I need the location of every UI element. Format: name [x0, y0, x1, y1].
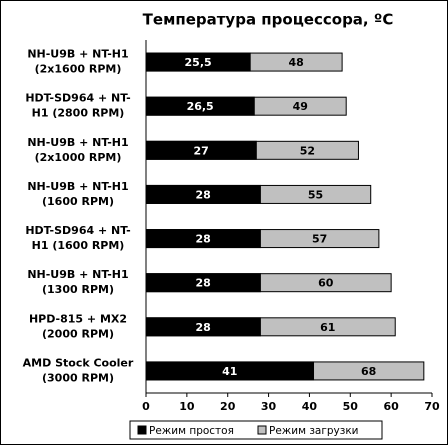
data-label: 52: [300, 144, 315, 157]
y-tick-label: (1300 RPM): [42, 283, 114, 296]
y-tick-label: NH-U9B + NT-H1: [27, 268, 128, 281]
bar: [145, 140, 257, 160]
data-label: 28: [196, 277, 211, 290]
y-tick-label: NH-U9B + NT-H1: [27, 180, 128, 193]
data-label: 61: [320, 321, 335, 334]
x-tick-label: 20: [220, 400, 236, 413]
y-tick-label: (2x1000 RPM): [35, 151, 122, 164]
bar: [145, 229, 261, 249]
data-label: 68: [361, 365, 376, 378]
y-tick-label: (2x1600 RPM): [35, 63, 122, 76]
x-tick-label: 40: [302, 400, 318, 413]
y-tick-label: (2000 RPM): [42, 327, 114, 340]
bar: [145, 96, 255, 116]
x-tick-label: 70: [424, 400, 440, 413]
data-label: 28: [196, 233, 211, 246]
y-tick-label: NH-U9B + NT-H1: [27, 48, 128, 61]
y-tick-label: H1 (1600 RPM): [32, 239, 125, 252]
data-label: 28: [196, 188, 211, 201]
data-label: 49: [293, 100, 308, 113]
y-tick-label: H1 (2800 RPM): [32, 107, 125, 120]
x-tick-label: 30: [261, 400, 277, 413]
legend-label: Режим простоя: [149, 425, 234, 437]
y-tick-label: (3000 RPM): [42, 371, 114, 384]
legend-box: [129, 420, 383, 440]
y-tick-label: AMD Stock Cooler: [23, 356, 134, 369]
data-label: 41: [222, 365, 237, 378]
data-label: 27: [194, 144, 209, 157]
data-label: 48: [288, 56, 303, 69]
data-label: 55: [308, 188, 323, 201]
bar: [145, 184, 261, 204]
bar: [145, 317, 261, 337]
y-tick-label: NH-U9B + NT-H1: [27, 136, 128, 149]
bar: [145, 273, 261, 293]
data-label: 28: [196, 321, 211, 334]
data-label: 60: [318, 277, 334, 290]
legend-swatch: [257, 425, 267, 435]
data-label: 57: [312, 233, 327, 246]
y-tick-label: HDT-SD964 + NT-: [25, 224, 130, 237]
x-tick-label: 50: [343, 400, 359, 413]
data-label: 26,5: [187, 100, 214, 113]
x-tick-label: 10: [179, 400, 195, 413]
x-tick-label: 60: [383, 400, 399, 413]
data-label: 25,5: [185, 56, 212, 69]
y-tick-label: HDT-SD964 + NT-: [25, 92, 130, 105]
chart-title: Температура процессора, ºС: [143, 11, 394, 29]
bar: [145, 52, 251, 72]
x-tick-label: 0: [142, 400, 150, 413]
legend-label: Режим загрузки: [269, 425, 359, 437]
bar: [145, 361, 315, 381]
y-tick-label: HPD-815 + MX2: [29, 312, 127, 325]
y-tick-label: (1600 RPM): [42, 195, 114, 208]
legend-swatch: [137, 425, 147, 435]
